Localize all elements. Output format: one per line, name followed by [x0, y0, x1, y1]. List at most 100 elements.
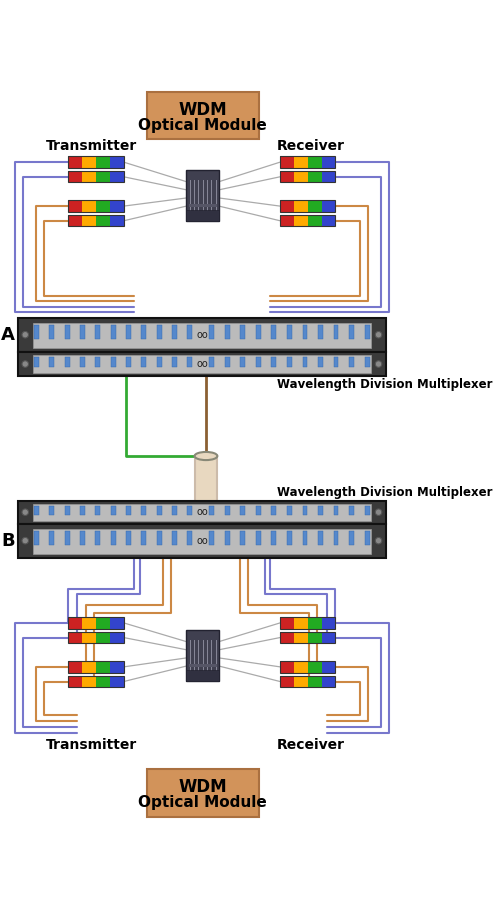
Bar	[334, 325, 339, 339]
Bar	[308, 201, 322, 212]
Bar	[225, 506, 230, 515]
Bar	[96, 632, 110, 643]
Bar	[225, 531, 230, 545]
Bar	[308, 632, 322, 643]
Bar	[82, 661, 96, 672]
Circle shape	[22, 361, 28, 367]
Text: A: A	[1, 326, 15, 344]
Bar	[111, 325, 116, 339]
Bar	[68, 216, 124, 227]
Bar	[18, 352, 386, 377]
Bar	[49, 325, 54, 339]
Circle shape	[375, 538, 382, 544]
Bar	[68, 676, 124, 687]
Bar	[110, 661, 124, 672]
Circle shape	[22, 538, 28, 544]
Bar	[349, 357, 354, 367]
Bar	[126, 506, 131, 515]
Bar	[18, 524, 386, 558]
Bar	[110, 216, 124, 227]
Bar	[68, 632, 82, 643]
Bar	[308, 171, 322, 182]
Bar	[68, 632, 124, 643]
Bar	[302, 506, 307, 515]
Text: Receiver: Receiver	[277, 139, 345, 153]
Bar	[65, 506, 70, 515]
Bar	[308, 661, 322, 672]
Bar	[96, 506, 100, 515]
Bar	[294, 171, 308, 182]
Bar	[80, 325, 85, 339]
Bar	[157, 531, 161, 545]
Bar	[334, 531, 339, 545]
Text: Transmitter: Transmitter	[45, 139, 137, 153]
Bar	[68, 157, 82, 168]
Text: WDM: WDM	[178, 778, 227, 797]
Ellipse shape	[195, 452, 217, 460]
Bar	[49, 531, 54, 545]
Bar	[209, 506, 214, 515]
Bar	[241, 325, 245, 339]
Bar	[96, 325, 100, 339]
Bar	[82, 617, 96, 629]
Bar	[111, 531, 116, 545]
Text: oo: oo	[196, 359, 208, 369]
Bar	[256, 506, 261, 515]
Bar	[65, 531, 70, 545]
Bar	[294, 157, 308, 168]
Text: Transmitter: Transmitter	[45, 738, 137, 752]
Bar	[110, 171, 124, 182]
Bar	[68, 617, 82, 629]
Text: oo: oo	[196, 330, 208, 340]
Text: WDM: WDM	[178, 101, 227, 119]
Bar	[32, 322, 371, 348]
Bar	[126, 531, 131, 545]
Bar	[157, 325, 161, 339]
Bar	[186, 210, 219, 221]
Bar	[209, 325, 214, 339]
Bar	[96, 531, 100, 545]
Bar	[256, 357, 261, 367]
Text: Wavelength Division Multiplexer: Wavelength Division Multiplexer	[277, 486, 493, 499]
Bar	[68, 676, 82, 687]
Bar	[241, 531, 245, 545]
Bar	[80, 506, 85, 515]
Bar	[365, 531, 370, 545]
Bar	[187, 531, 192, 545]
Bar	[322, 171, 335, 182]
Bar	[280, 216, 294, 227]
Bar	[68, 201, 82, 212]
Bar	[349, 506, 354, 515]
Bar	[172, 531, 177, 545]
Bar	[68, 216, 82, 227]
Bar	[96, 617, 110, 629]
Bar	[189, 204, 217, 207]
Bar	[294, 661, 308, 672]
Bar	[96, 661, 110, 672]
Bar	[294, 201, 308, 212]
Bar	[280, 676, 294, 687]
Bar	[96, 216, 110, 227]
Bar	[365, 506, 370, 515]
Text: oo: oo	[196, 536, 208, 545]
Bar	[195, 456, 217, 509]
Bar	[256, 531, 261, 545]
Bar	[349, 325, 354, 339]
Bar	[157, 506, 161, 515]
Bar	[34, 325, 39, 339]
Bar	[349, 531, 354, 545]
Bar	[302, 357, 307, 367]
Bar	[172, 325, 177, 339]
Bar	[34, 506, 39, 515]
Bar	[271, 357, 276, 367]
Bar	[287, 325, 292, 339]
Bar	[187, 506, 192, 515]
Bar	[280, 216, 335, 227]
Bar	[256, 325, 261, 339]
Bar	[225, 357, 230, 367]
Bar	[111, 506, 116, 515]
Bar	[209, 531, 214, 545]
Bar	[141, 531, 146, 545]
Bar	[82, 676, 96, 687]
Bar	[141, 325, 146, 339]
